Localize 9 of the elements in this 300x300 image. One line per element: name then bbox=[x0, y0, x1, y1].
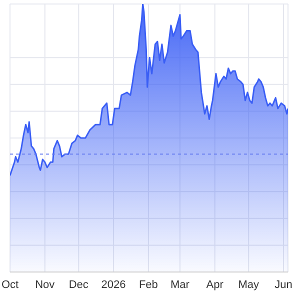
x-tick-label: Mar bbox=[170, 278, 190, 291]
x-tick-label: Oct bbox=[1, 278, 19, 291]
x-tick-label: Feb bbox=[138, 278, 158, 291]
x-tick-label: Nov bbox=[35, 278, 56, 291]
x-tick-label: Dec bbox=[68, 278, 89, 291]
x-tick-label: May bbox=[238, 278, 260, 291]
x-tick-label: Apr bbox=[206, 278, 224, 291]
x-tick-label: Jun bbox=[274, 278, 292, 291]
x-tick-label: 2026 bbox=[101, 278, 126, 291]
